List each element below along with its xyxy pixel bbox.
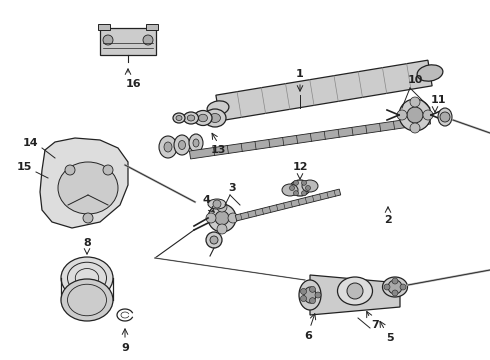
Polygon shape	[100, 28, 156, 55]
Ellipse shape	[193, 139, 199, 147]
Polygon shape	[190, 116, 431, 159]
Text: 12: 12	[292, 162, 308, 172]
Circle shape	[290, 185, 294, 190]
Circle shape	[210, 236, 218, 244]
Circle shape	[65, 165, 75, 175]
Ellipse shape	[61, 279, 113, 321]
Circle shape	[388, 280, 402, 294]
Ellipse shape	[304, 287, 316, 303]
Text: 2: 2	[384, 215, 392, 225]
Ellipse shape	[208, 199, 226, 209]
Circle shape	[213, 200, 221, 208]
Ellipse shape	[282, 184, 298, 196]
Circle shape	[310, 298, 316, 304]
Circle shape	[294, 191, 298, 196]
Circle shape	[83, 213, 93, 223]
Circle shape	[215, 211, 229, 225]
Text: 9: 9	[121, 343, 129, 353]
Text: 3: 3	[228, 183, 236, 193]
Ellipse shape	[164, 142, 172, 152]
Circle shape	[300, 296, 307, 302]
Polygon shape	[98, 24, 110, 30]
Circle shape	[400, 284, 406, 290]
Ellipse shape	[383, 277, 408, 297]
Polygon shape	[216, 60, 432, 121]
Ellipse shape	[159, 136, 177, 158]
Polygon shape	[146, 24, 158, 30]
Text: 14: 14	[22, 138, 38, 148]
Text: 16: 16	[125, 79, 141, 89]
Polygon shape	[235, 189, 341, 221]
Circle shape	[103, 35, 113, 45]
Circle shape	[228, 213, 238, 223]
Circle shape	[301, 191, 307, 196]
Ellipse shape	[299, 280, 321, 310]
Circle shape	[384, 284, 390, 290]
Ellipse shape	[58, 162, 118, 214]
Ellipse shape	[173, 113, 185, 123]
Ellipse shape	[61, 257, 113, 299]
Circle shape	[315, 292, 321, 298]
Ellipse shape	[198, 114, 207, 122]
Text: 6: 6	[304, 331, 312, 341]
Circle shape	[410, 97, 420, 107]
Ellipse shape	[187, 115, 195, 121]
Circle shape	[440, 112, 450, 122]
Circle shape	[208, 204, 236, 232]
Circle shape	[399, 99, 431, 131]
Text: 13: 13	[210, 145, 226, 155]
Polygon shape	[40, 138, 128, 228]
Text: 8: 8	[83, 238, 91, 248]
Text: 15: 15	[16, 162, 32, 172]
Circle shape	[423, 110, 433, 120]
Text: 10: 10	[407, 75, 423, 85]
Text: 1: 1	[296, 69, 304, 79]
Ellipse shape	[178, 140, 186, 149]
Circle shape	[206, 232, 222, 248]
Circle shape	[217, 224, 227, 234]
Ellipse shape	[417, 65, 443, 81]
Ellipse shape	[204, 109, 226, 127]
Polygon shape	[310, 275, 400, 315]
Ellipse shape	[189, 134, 203, 152]
Circle shape	[143, 35, 153, 45]
Circle shape	[407, 107, 423, 123]
Ellipse shape	[207, 101, 229, 115]
Circle shape	[392, 290, 398, 296]
Ellipse shape	[210, 113, 220, 122]
Circle shape	[301, 180, 307, 185]
Circle shape	[206, 213, 216, 223]
Circle shape	[294, 180, 298, 185]
Text: 7: 7	[371, 320, 379, 330]
Circle shape	[397, 110, 407, 120]
Ellipse shape	[176, 116, 182, 121]
Circle shape	[300, 288, 307, 294]
Circle shape	[392, 278, 398, 284]
Text: 11: 11	[430, 95, 446, 105]
Ellipse shape	[174, 135, 190, 155]
Circle shape	[305, 185, 311, 190]
Ellipse shape	[194, 111, 212, 126]
Circle shape	[410, 123, 420, 133]
Ellipse shape	[302, 180, 318, 192]
Circle shape	[103, 165, 113, 175]
Ellipse shape	[290, 180, 310, 196]
Circle shape	[217, 202, 227, 212]
Text: 5: 5	[386, 333, 394, 343]
Ellipse shape	[338, 277, 372, 305]
Ellipse shape	[438, 108, 452, 126]
Circle shape	[347, 283, 363, 299]
Ellipse shape	[183, 112, 198, 124]
Circle shape	[310, 286, 316, 292]
Text: 4: 4	[202, 195, 210, 205]
